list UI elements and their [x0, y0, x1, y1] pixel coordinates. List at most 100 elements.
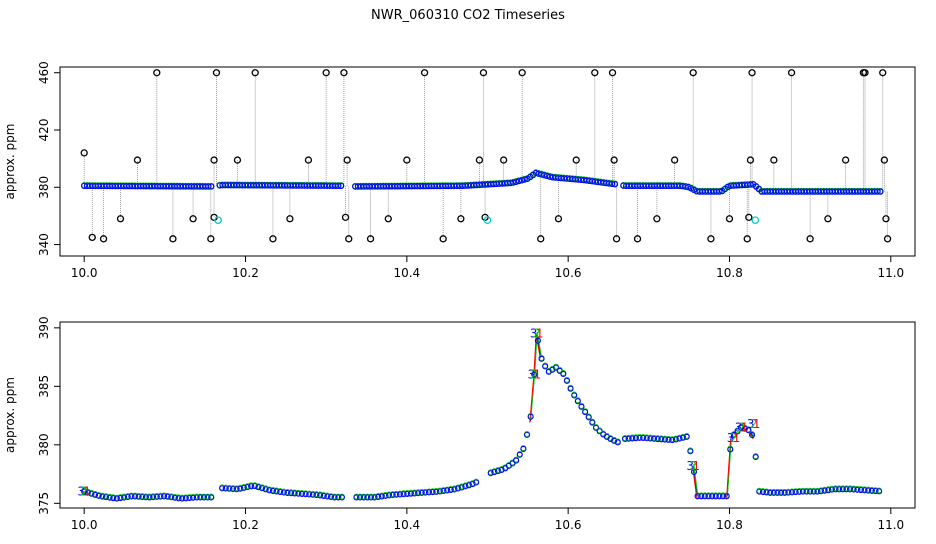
- series-marker: [520, 445, 527, 453]
- series-marker: [262, 486, 269, 493]
- series-marker: [810, 488, 817, 495]
- panel-1: 10.0 10.2 10.4 10.6 10.8 11.0 340 380 420 460 appr…: [3, 61, 916, 280]
- series-marker: [240, 484, 247, 491]
- series-marker: [523, 431, 531, 438]
- series-marker: [324, 493, 331, 500]
- series-marker: [375, 493, 382, 500]
- series-marker: [658, 436, 665, 443]
- series-numeral: 2: [738, 420, 746, 434]
- series-numeral: 1: [536, 327, 544, 341]
- spike-point: [880, 156, 888, 164]
- series-marker: [382, 492, 389, 499]
- spike-point: [133, 156, 142, 164]
- series-marker: [353, 494, 360, 501]
- series-marker: [433, 488, 440, 495]
- series-marker: [825, 487, 832, 494]
- series-marker: [251, 483, 258, 490]
- x-tick-label: 10.6: [555, 518, 582, 532]
- spike-point: [499, 156, 508, 164]
- series-marker: [640, 434, 647, 442]
- series-marker: [865, 487, 872, 494]
- spike-point: [99, 235, 108, 243]
- series-marker: [872, 488, 879, 495]
- series-marker: [306, 491, 313, 498]
- series-marker: [636, 434, 643, 441]
- series-marker: [814, 488, 821, 495]
- series-marker: [335, 494, 342, 501]
- spike-point: [841, 156, 850, 164]
- series-marker: [705, 493, 712, 500]
- series-marker: [712, 493, 719, 500]
- series-marker: [734, 428, 741, 435]
- data-point: [337, 182, 345, 190]
- series-marker: [861, 487, 868, 494]
- series-marker: [578, 403, 585, 410]
- series-numeral: 3: [727, 431, 735, 445]
- data-point: [716, 188, 723, 195]
- series-marker: [763, 489, 770, 496]
- y-tick-label: 385: [37, 375, 51, 398]
- series-marker: [589, 419, 596, 426]
- spike-point: [633, 235, 642, 243]
- series-numeral: 2: [80, 485, 88, 499]
- series-marker: [124, 493, 131, 501]
- spike-point: [169, 235, 177, 243]
- y-tick-label: 340: [37, 233, 51, 256]
- series-marker: [850, 486, 857, 493]
- series-marker: [425, 489, 433, 496]
- series-marker: [701, 493, 708, 500]
- series-marker: [625, 435, 632, 442]
- data-point: [682, 183, 689, 190]
- series-marker: [404, 490, 411, 497]
- series-marker: [839, 486, 846, 493]
- y-tick-label: 460: [37, 61, 51, 84]
- series-marker: [585, 414, 592, 421]
- series-marker: [687, 448, 694, 455]
- x-tick-label: 10.0: [71, 518, 98, 532]
- series-marker: [208, 494, 215, 501]
- series-marker: [738, 424, 745, 431]
- x-tick-label: 10.4: [393, 266, 420, 280]
- series-marker: [643, 435, 650, 442]
- spike-point: [537, 235, 545, 243]
- series-marker: [429, 489, 436, 496]
- series-marker: [291, 490, 298, 497]
- series-marker: [781, 489, 788, 496]
- flag-point: [214, 216, 222, 225]
- y-tick-label: 375: [37, 492, 51, 515]
- series-marker: [182, 495, 189, 502]
- data-point: [205, 183, 212, 190]
- series-numeral: 1: [733, 431, 741, 445]
- series-marker: [854, 486, 861, 493]
- series-marker: [226, 485, 233, 492]
- series-marker: [843, 486, 850, 493]
- data-point: [877, 188, 884, 195]
- spike-point: [612, 235, 621, 243]
- series-marker: [204, 494, 211, 501]
- series-marker: [778, 489, 785, 496]
- spike-point: [457, 215, 465, 223]
- spike-point: [384, 215, 392, 223]
- series-marker: [164, 493, 171, 500]
- series-marker: [571, 392, 578, 399]
- series-marker: [302, 491, 309, 498]
- series-marker: [796, 488, 803, 495]
- series-marker: [767, 489, 774, 496]
- series-marker: [560, 370, 567, 377]
- series-numeral: 1: [83, 485, 91, 499]
- series-marker: [868, 487, 875, 494]
- series-marker: [371, 494, 378, 501]
- series-marker: [672, 436, 679, 443]
- series-marker: [698, 493, 705, 500]
- series-marker: [393, 491, 400, 498]
- series-marker: [364, 494, 371, 501]
- spike-point: [748, 69, 756, 77]
- y-tick-label: 390: [37, 316, 51, 339]
- series-marker: [821, 487, 828, 494]
- series-marker: [730, 431, 737, 439]
- y-tick-label: 420: [37, 119, 51, 142]
- series-marker: [828, 486, 835, 493]
- data-point: [535, 170, 542, 177]
- series-marker: [248, 483, 255, 490]
